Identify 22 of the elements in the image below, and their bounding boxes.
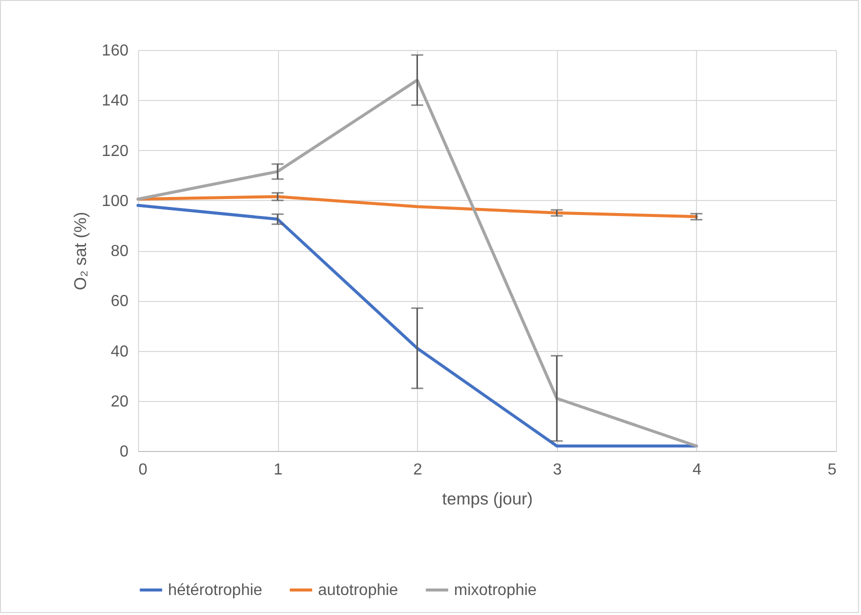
x-axis-title: temps (jour)	[442, 490, 533, 508]
y-tick-label: 160	[102, 42, 129, 60]
legend-label: mixotrophie	[454, 582, 537, 599]
legend-label: autotrophie	[318, 582, 398, 599]
x-tick-label: 3	[552, 462, 562, 478]
y-tick-label: 140	[102, 92, 129, 110]
line-series	[136, 204, 698, 448]
x-tick-label: 2	[413, 462, 422, 478]
y-tick-label: 0	[120, 444, 129, 460]
y-tick-label: 20	[110, 393, 129, 410]
x-tick-label: 5	[828, 462, 837, 478]
y-tick-label: 120	[102, 142, 129, 160]
legend-label: hétérotrophie	[168, 582, 262, 599]
line-series	[136, 78, 698, 448]
y-tick-label: 60	[110, 293, 129, 310]
x-tick-label: 0	[138, 462, 148, 478]
y-tick-label: 40	[110, 343, 129, 360]
x-tick-label: 1	[274, 462, 283, 478]
x-tick-label: 4	[692, 462, 702, 478]
y-axis-title: O₂ sat (%)	[70, 212, 90, 290]
y-tick-label: 100	[102, 192, 129, 210]
y-tick-label: 80	[110, 243, 129, 260]
